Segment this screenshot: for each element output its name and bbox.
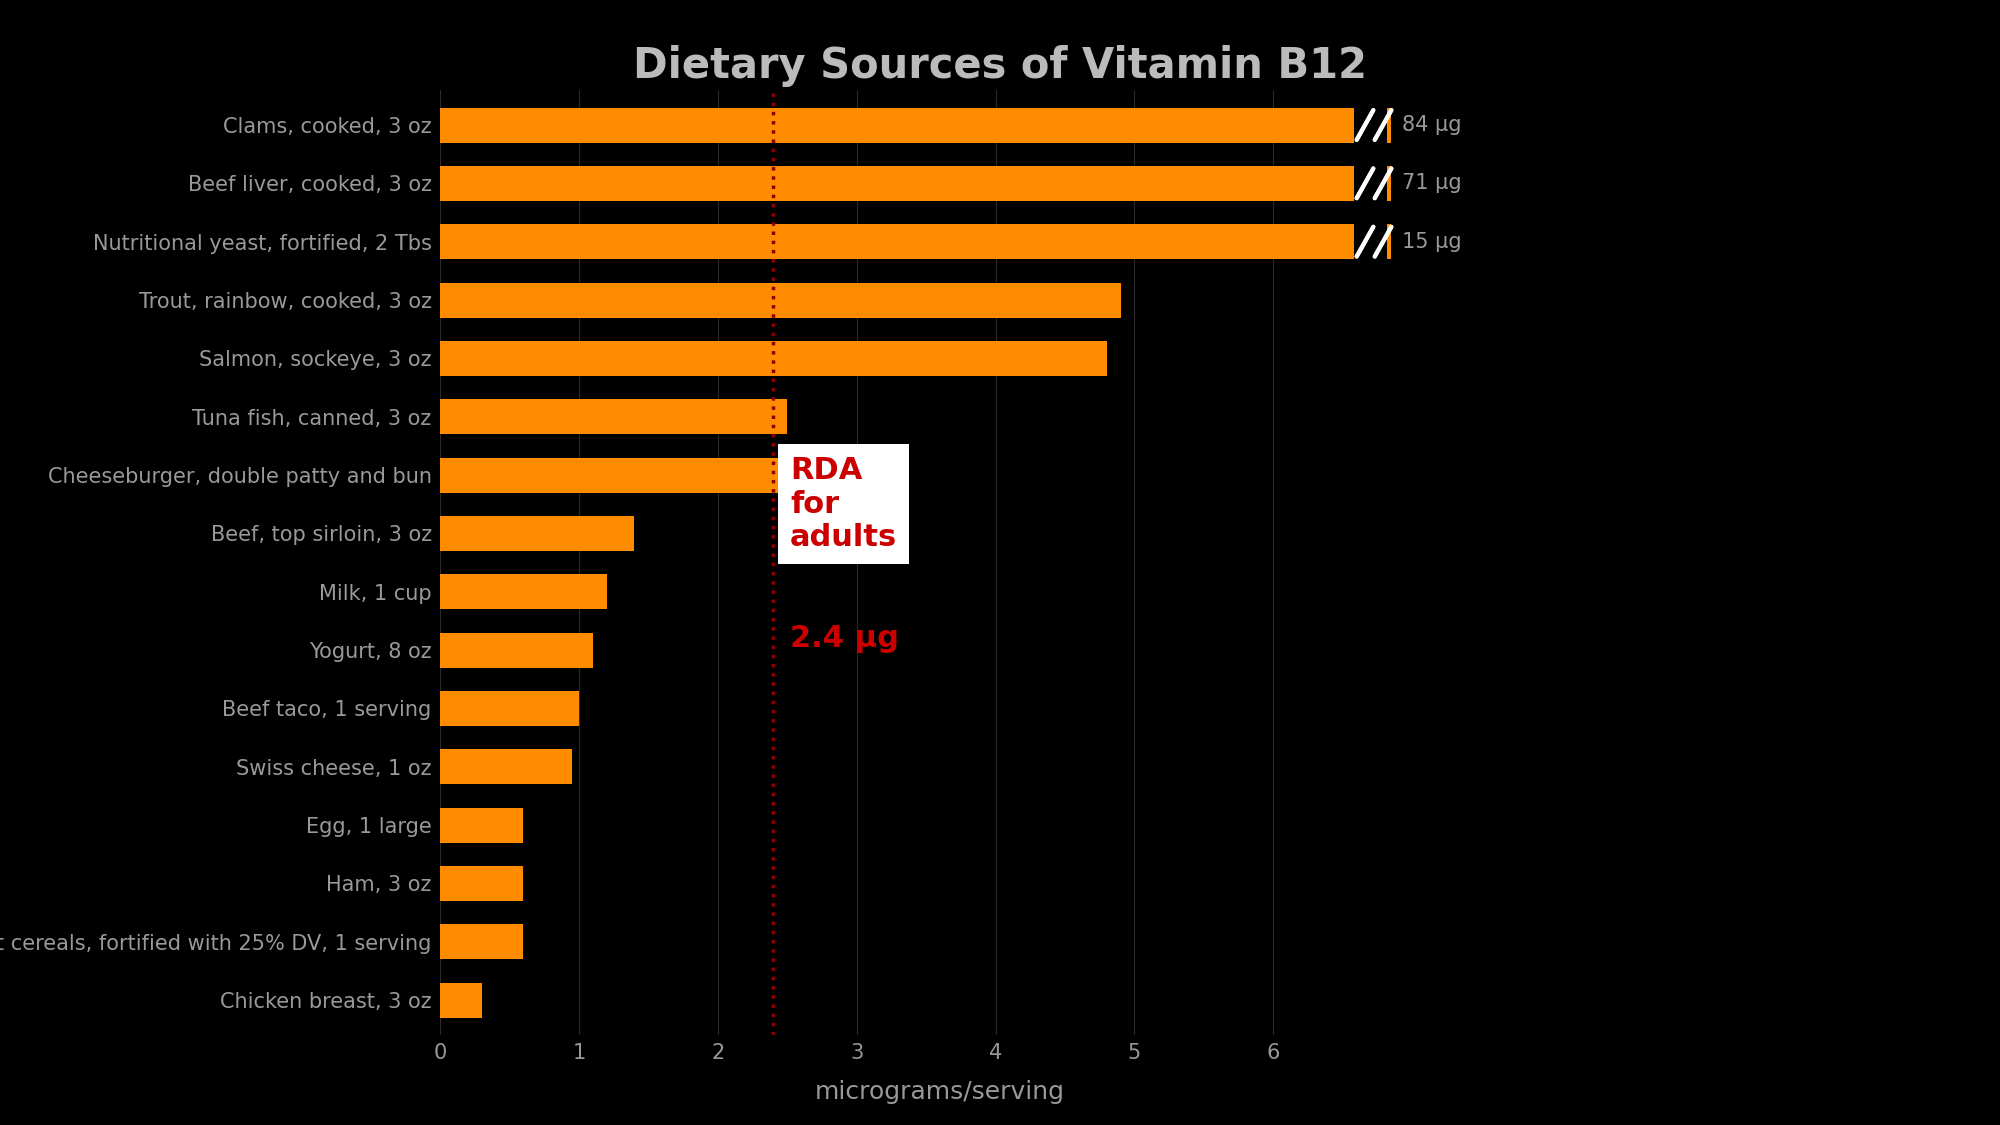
Bar <box>440 808 524 843</box>
Bar <box>440 924 524 960</box>
Bar <box>440 165 1392 201</box>
Bar <box>440 749 572 784</box>
Text: 2.4 µg: 2.4 µg <box>790 624 898 652</box>
Text: 84 µg: 84 µg <box>1402 115 1462 135</box>
Bar <box>440 691 578 726</box>
Bar <box>440 632 592 667</box>
Text: RDA
for
adults: RDA for adults <box>790 456 898 552</box>
Bar <box>440 399 788 434</box>
Bar <box>440 982 482 1017</box>
Bar <box>440 282 1120 317</box>
X-axis label: micrograms/serving: micrograms/serving <box>816 1080 1064 1104</box>
Bar <box>440 341 1106 376</box>
Text: 15 µg: 15 µg <box>1402 232 1462 252</box>
Bar <box>440 866 524 901</box>
Bar <box>440 458 816 493</box>
Bar <box>440 516 634 551</box>
Text: Dietary Sources of Vitamin B12: Dietary Sources of Vitamin B12 <box>632 45 1368 87</box>
Bar <box>440 108 1392 143</box>
Bar <box>440 224 1392 259</box>
Text: 71 µg: 71 µg <box>1402 173 1462 194</box>
Bar <box>440 574 606 609</box>
